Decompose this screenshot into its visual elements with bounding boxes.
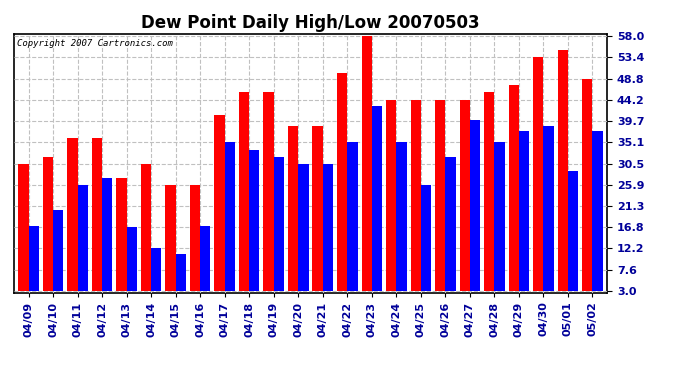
Bar bbox=[396, 142, 406, 291]
Bar bbox=[495, 142, 504, 291]
Bar bbox=[421, 185, 431, 291]
Title: Dew Point Daily High/Low 20070503: Dew Point Daily High/Low 20070503 bbox=[141, 14, 480, 32]
Bar bbox=[298, 164, 308, 291]
Bar bbox=[519, 131, 529, 291]
Bar bbox=[558, 50, 568, 291]
Bar bbox=[141, 164, 151, 291]
Bar bbox=[288, 126, 298, 291]
Bar bbox=[337, 73, 347, 291]
Bar bbox=[53, 210, 63, 291]
Bar bbox=[126, 227, 137, 291]
Bar bbox=[411, 100, 421, 291]
Bar bbox=[215, 115, 225, 291]
Text: Copyright 2007 Cartronics.com: Copyright 2007 Cartronics.com bbox=[17, 39, 172, 48]
Bar bbox=[509, 85, 519, 291]
Bar bbox=[593, 131, 603, 291]
Bar bbox=[445, 157, 455, 291]
Bar bbox=[347, 142, 357, 291]
Bar bbox=[568, 171, 578, 291]
Bar bbox=[435, 100, 445, 291]
Bar bbox=[225, 142, 235, 291]
Bar bbox=[582, 79, 593, 291]
Bar bbox=[249, 150, 259, 291]
Bar bbox=[67, 138, 77, 291]
Bar bbox=[200, 226, 210, 291]
Bar bbox=[92, 138, 102, 291]
Bar bbox=[484, 92, 495, 291]
Bar bbox=[151, 249, 161, 291]
Bar bbox=[533, 57, 544, 291]
Bar bbox=[28, 226, 39, 291]
Bar bbox=[18, 164, 28, 291]
Bar bbox=[274, 157, 284, 291]
Bar bbox=[264, 92, 274, 291]
Bar bbox=[166, 185, 176, 291]
Bar bbox=[117, 177, 126, 291]
Bar bbox=[362, 36, 372, 291]
Bar bbox=[313, 126, 323, 291]
Bar bbox=[239, 92, 249, 291]
Bar bbox=[386, 100, 396, 291]
Bar bbox=[544, 126, 554, 291]
Bar bbox=[460, 100, 470, 291]
Bar bbox=[77, 185, 88, 291]
Bar bbox=[43, 157, 53, 291]
Bar bbox=[102, 177, 112, 291]
Bar bbox=[190, 185, 200, 291]
Bar bbox=[323, 164, 333, 291]
Bar bbox=[470, 120, 480, 291]
Bar bbox=[372, 106, 382, 291]
Bar bbox=[176, 254, 186, 291]
